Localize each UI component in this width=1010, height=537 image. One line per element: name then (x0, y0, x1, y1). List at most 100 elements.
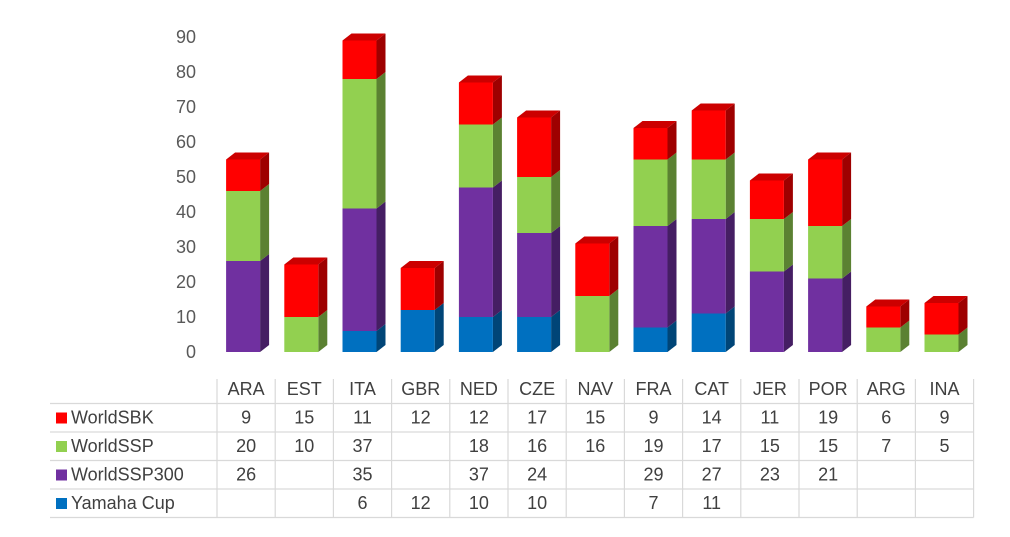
table-cell-value: 21 (818, 465, 838, 485)
x-tick-label: ARA (228, 379, 265, 399)
table-cell-value: 14 (702, 408, 722, 428)
bar-segment (458, 180, 502, 317)
table-cell-value: 15 (585, 408, 605, 428)
table-cell-value: 6 (881, 408, 891, 428)
y-tick-label: 50 (176, 167, 196, 187)
table-cell-value: 10 (527, 493, 547, 513)
x-tick-label: POR (809, 379, 848, 399)
table-cell-value: 19 (643, 436, 663, 456)
table-cell-value: 15 (818, 436, 838, 456)
bar-segment (226, 152, 270, 191)
table-cell-value: 16 (585, 436, 605, 456)
table-grid (50, 379, 975, 519)
bar-segment (517, 310, 561, 352)
bar-segment (633, 121, 677, 160)
table-cell-value: 15 (294, 408, 314, 428)
bar-segment (517, 226, 561, 317)
table-cell-value: 9 (939, 408, 949, 428)
bar-segment (226, 254, 270, 352)
x-tick-label: FRA (636, 379, 672, 399)
table-cell-value: 37 (352, 436, 372, 456)
table-cell-value: 23 (760, 465, 780, 485)
bar-segment (342, 201, 386, 331)
table-cell-value: 5 (939, 436, 949, 456)
table-cell-value: 24 (527, 465, 547, 485)
table-cell-value: 27 (702, 465, 722, 485)
table-cell-value: 12 (469, 408, 489, 428)
table-cell-value: 37 (469, 465, 489, 485)
table-cell-value: 18 (469, 436, 489, 456)
bar-segment (575, 289, 619, 352)
bar-segment (808, 271, 852, 352)
y-tick-label: 70 (176, 97, 196, 117)
table-cell-value: 35 (352, 465, 372, 485)
table-cell-value: 15 (760, 436, 780, 456)
bar-segment (633, 320, 677, 352)
y-tick-label: 40 (176, 202, 196, 222)
bar-segment (284, 257, 328, 317)
bar-segment (517, 170, 561, 233)
table-cell-value: 11 (353, 408, 372, 428)
table-cell-value: 17 (527, 408, 547, 428)
bar-segment (284, 310, 328, 352)
y-axis: 0 10 20 30 40 50 60 70 80 90 (176, 27, 196, 362)
table-cell-value: 16 (527, 436, 547, 456)
bar-segment (924, 296, 968, 335)
bar-segment (342, 33, 386, 79)
y-tick-label: 0 (186, 342, 196, 362)
y-tick-label: 30 (176, 237, 196, 257)
x-tick-label: ARG (867, 379, 906, 399)
legend-swatch (56, 412, 67, 424)
legend-label: WorldSBK (71, 408, 154, 428)
bar-segment (691, 103, 735, 160)
x-tick-label: JER (753, 379, 787, 399)
table-cell-value: 10 (294, 436, 314, 456)
table-cell-value: 26 (236, 465, 256, 485)
table-cell-value: 10 (469, 493, 489, 513)
y-tick-label: 90 (176, 27, 196, 47)
bar-segment (226, 184, 270, 261)
bar-segment (691, 152, 735, 219)
bar-segment (691, 212, 735, 314)
legend-label: Yamaha Cup (71, 493, 175, 513)
data-table: ARA EST ITA GBR NED CZE NAV FRA CAT JER POR ARG INA W… (56, 379, 960, 513)
bar-segment (749, 264, 793, 352)
y-tick-label: 60 (176, 132, 196, 152)
bar-segment (458, 310, 502, 352)
x-tick-label: INA (929, 379, 959, 399)
legend-label: WorldSSP300 (71, 465, 184, 485)
bar-segment (866, 299, 910, 328)
bar-segment (400, 261, 444, 310)
table-cell-value: 12 (411, 408, 431, 428)
bar-segment (633, 219, 677, 328)
x-tick-label: ITA (349, 379, 376, 399)
table-cell-value: 11 (761, 408, 780, 428)
table-cell-value: 7 (648, 493, 658, 513)
table-cell-value: 19 (818, 408, 838, 428)
bar-segment (342, 72, 386, 209)
bar-segment (458, 75, 502, 125)
y-tick-label: 80 (176, 62, 196, 82)
legend-label: WorldSSP (71, 436, 154, 456)
bar-segment (458, 117, 502, 188)
bar-segment (400, 303, 444, 352)
bar-segment (808, 219, 852, 279)
table-cell-value: 29 (643, 465, 663, 485)
x-tick-label: EST (287, 379, 322, 399)
bar-segment (808, 152, 852, 226)
x-tick-label: NAV (577, 379, 613, 399)
bar-segment (749, 212, 793, 272)
bar-segment (691, 306, 735, 352)
legend-swatch (56, 441, 67, 452)
bar-segment (633, 152, 677, 226)
y-tick-label: 10 (176, 307, 196, 327)
x-tick-label: GBR (401, 379, 440, 399)
legend-swatch (56, 498, 67, 509)
bar-segment (749, 173, 793, 219)
table-cell-value: 7 (881, 436, 891, 456)
x-tick-label: CAT (694, 379, 729, 399)
x-tick-label: CZE (519, 379, 555, 399)
y-tick-label: 20 (176, 272, 196, 292)
bars (226, 33, 968, 352)
